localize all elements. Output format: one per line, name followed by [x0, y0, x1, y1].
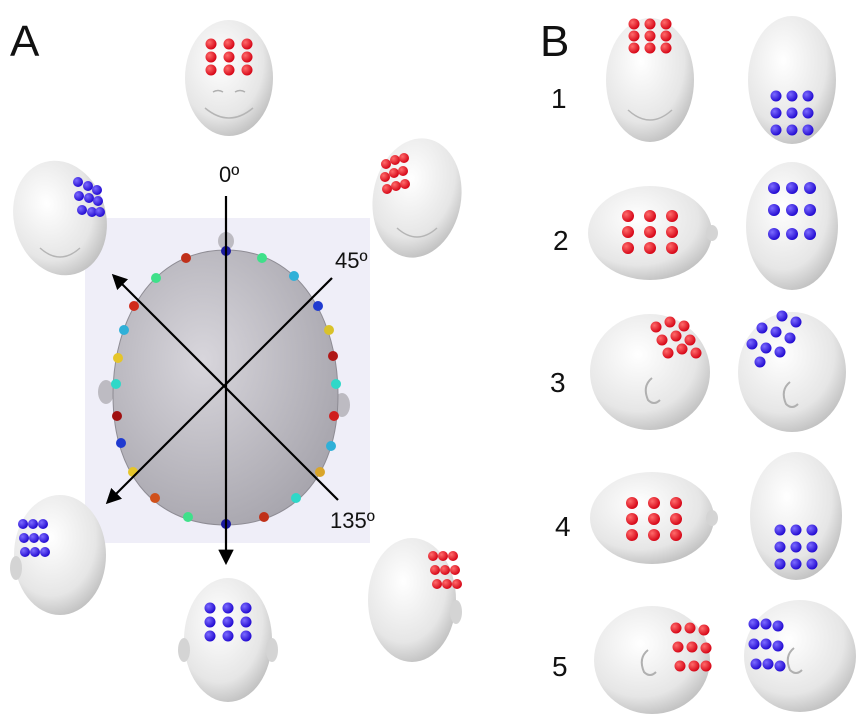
angle-label-0: 0º: [219, 162, 239, 187]
head-lower-left: [10, 495, 106, 615]
row-3-side-head-back: [738, 310, 846, 432]
head-upper-left: [13, 160, 107, 276]
row-4-back-head: [750, 452, 842, 580]
row-label-3: 3: [550, 367, 566, 398]
row-label-2: 2: [553, 225, 569, 256]
angle-axes: [105, 196, 339, 566]
head-upper-right: [372, 138, 462, 258]
row-5-side-head-back: [744, 600, 856, 712]
row-5-side-head: [594, 606, 712, 714]
panel-a: 0º 45º 135º: [85, 162, 375, 566]
row-3-side-head: [590, 314, 710, 430]
row-4-top-head: [590, 472, 718, 564]
row-2-top-head: [588, 186, 718, 280]
head-back-bottom: [178, 578, 278, 702]
angle-label-45: 45º: [335, 248, 368, 273]
axis-45-deg: [105, 277, 333, 505]
head-lower-right: [368, 538, 462, 662]
panel-label-a: A: [10, 17, 40, 66]
head-front-top: [185, 20, 273, 136]
row-1-front-head: [606, 18, 694, 142]
row-label-5: 5: [552, 651, 568, 682]
axis-135-deg: [111, 273, 339, 501]
panel-label-b: B: [540, 17, 569, 66]
panel-b: 1 2 3 4 5: [550, 16, 856, 714]
row-label-4: 4: [555, 511, 571, 542]
row-2-back-head: [746, 162, 838, 290]
row-1-back-head: [748, 16, 836, 144]
angle-label-135: 135º: [330, 508, 375, 533]
scalp-electrodes: [111, 246, 341, 529]
row-label-1: 1: [551, 83, 567, 114]
